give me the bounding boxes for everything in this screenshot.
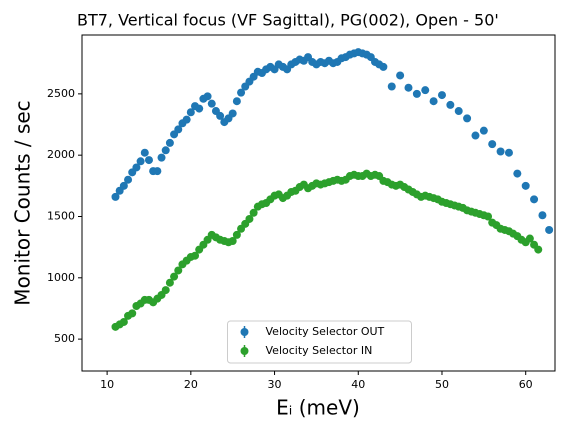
point: [412, 89, 421, 98]
x-tick-label: 50: [435, 378, 449, 391]
point: [454, 107, 463, 116]
point: [170, 272, 179, 281]
point: [446, 100, 455, 109]
point: [479, 126, 488, 135]
point: [191, 251, 200, 260]
legend-marker: [240, 347, 249, 355]
point: [228, 237, 237, 246]
point: [182, 115, 191, 124]
legend-box: [227, 320, 412, 364]
point: [140, 148, 149, 157]
point: [521, 181, 530, 190]
point: [396, 71, 405, 80]
point: [232, 230, 241, 239]
point: [161, 146, 170, 155]
point: [161, 286, 170, 295]
y-tick-label: 500: [54, 332, 75, 345]
point: [534, 245, 543, 254]
point: [245, 214, 254, 223]
y-tick-label: 2000: [47, 148, 75, 161]
point: [186, 108, 195, 117]
point: [530, 195, 539, 204]
point: [165, 278, 174, 287]
point: [504, 148, 513, 157]
plot-area: [111, 48, 554, 331]
point: [119, 317, 128, 326]
point: [216, 111, 225, 120]
point: [232, 97, 241, 106]
point: [144, 156, 153, 165]
point: [132, 163, 141, 172]
point: [124, 175, 133, 184]
point: [421, 86, 430, 95]
point: [165, 138, 174, 147]
plot-frame: [81, 34, 556, 372]
legend-label: Velocity Selector OUT: [266, 325, 385, 338]
point: [387, 82, 396, 91]
point: [237, 88, 246, 97]
chart-title: BT7, Vertical focus (VF Sagittal), PG(00…: [77, 11, 499, 30]
point: [136, 157, 145, 166]
y-tick-label: 1500: [47, 209, 75, 222]
point: [379, 62, 388, 71]
point: [484, 212, 493, 221]
x-axis-label: Eᵢ (meV): [276, 396, 360, 420]
y-tick-label: 2500: [47, 87, 75, 100]
point: [207, 99, 216, 108]
x-tick-label: 30: [268, 378, 282, 391]
point: [404, 83, 413, 92]
point: [128, 309, 137, 318]
point: [111, 192, 120, 201]
point: [513, 169, 522, 178]
point: [538, 211, 547, 220]
point: [174, 266, 183, 275]
point: [525, 234, 534, 243]
point: [488, 140, 497, 149]
x-tick-label: 60: [519, 378, 533, 391]
point: [496, 147, 505, 156]
point: [195, 104, 204, 113]
point: [203, 92, 212, 101]
point: [119, 181, 128, 190]
point: [153, 167, 162, 176]
point: [429, 97, 438, 106]
point: [471, 131, 480, 140]
point: [545, 225, 554, 234]
legend-label: Velocity Selector IN: [266, 344, 373, 357]
y-axis-label: Monitor Counts / sec: [11, 100, 35, 305]
point: [157, 153, 166, 162]
point: [249, 208, 258, 217]
point: [463, 114, 472, 123]
point: [174, 125, 183, 134]
x-tick-label: 10: [100, 378, 114, 391]
x-tick-label: 40: [351, 378, 365, 391]
point: [437, 91, 446, 100]
legend-marker: [240, 328, 249, 336]
y-tick-label: 1000: [47, 271, 75, 284]
point: [228, 109, 237, 118]
x-tick-label: 20: [184, 378, 198, 391]
